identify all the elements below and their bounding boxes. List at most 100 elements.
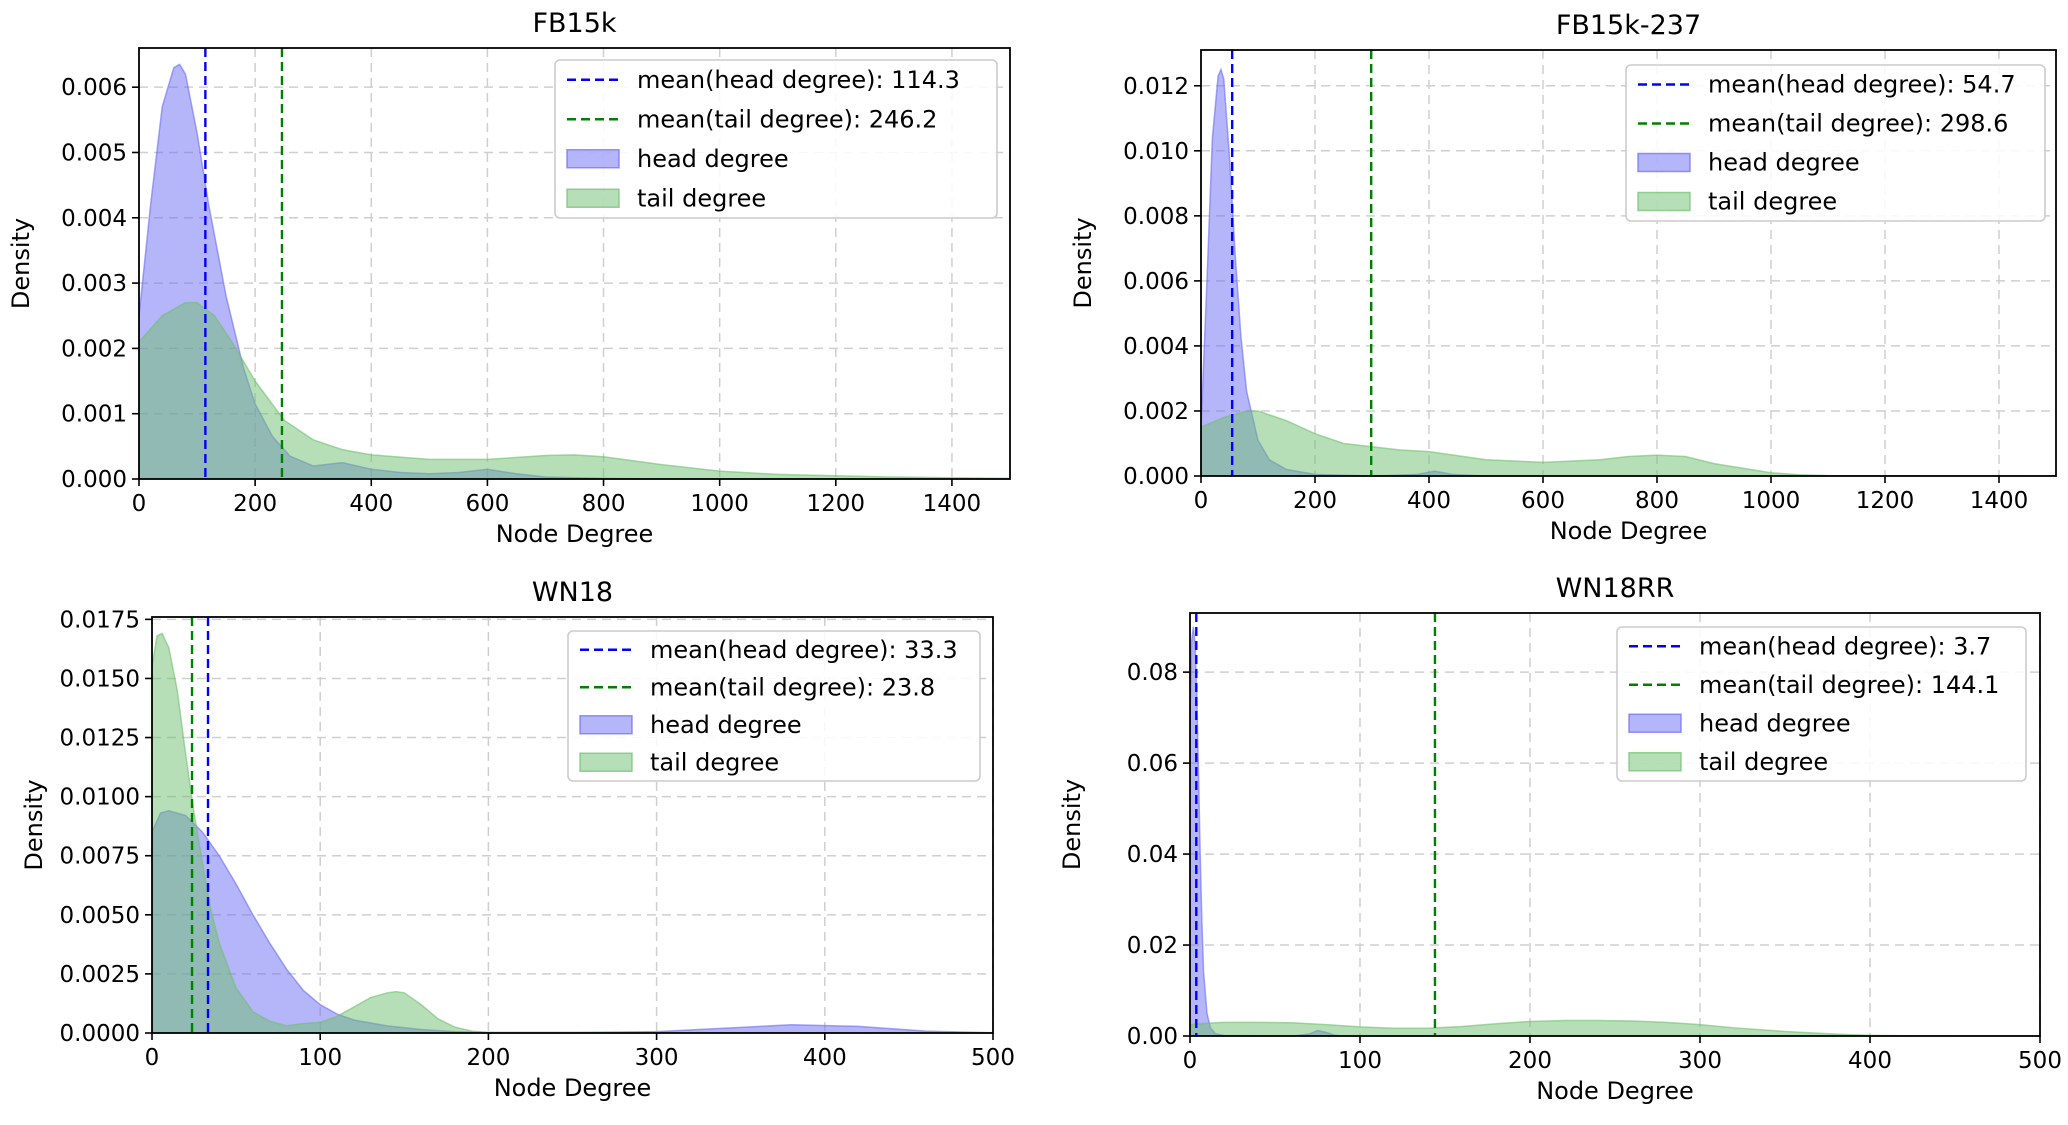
y-tick-label: 0.004 [1123, 334, 1189, 360]
x-tick-label: 0 [1183, 1048, 1198, 1074]
y-tick-label: 0.04 [1127, 842, 1178, 868]
x-tick-label: 1200 [807, 491, 866, 517]
legend-mean-head-label: mean(head degree): 33.3 [650, 636, 958, 664]
y-tick-label: 0.0000 [60, 1021, 140, 1047]
chart-title: FB15k [532, 8, 616, 39]
y-tick-label: 0.0100 [60, 785, 140, 811]
plot-frame [1200, 49, 2057, 477]
y-tick-label: 0.008 [1123, 204, 1189, 230]
legend-frame [567, 630, 981, 782]
legend-mean-tail-label: mean(tail degree): 144.1 [1699, 671, 1999, 699]
legend-mean-tail-label: mean(tail degree): 298.6 [1708, 110, 2008, 138]
y-tick-label: 0.08 [1127, 660, 1178, 686]
legend: mean(head degree): 114.3 mean(tail degree… [554, 59, 998, 219]
x-tick-label: 100 [298, 1045, 342, 1071]
x-tick-label: 600 [1521, 488, 1565, 514]
legend: mean(head degree): 33.3 mean(tail degree)… [567, 630, 981, 782]
y-tick-label: 0.000 [61, 467, 127, 493]
legend-mean-head-label: mean(head degree): 114.3 [637, 66, 960, 94]
subplot-4: 0 100 200 300 400 500 0.00 0.02 0.04 0.06 0.08 WN18… [1058, 573, 2062, 1105]
chart-title: WN18RR [1556, 573, 1675, 604]
legend-head-degree-swatch [579, 715, 633, 735]
y-tick-label: 0.0125 [60, 726, 140, 752]
chart-title: WN18 [532, 577, 613, 608]
x-tick-label: 500 [971, 1045, 1015, 1071]
y-tick-label: 0.0050 [60, 903, 140, 929]
density-area-tail [139, 301, 1010, 479]
x-tick-label: 0 [132, 491, 147, 517]
density-area-tail [1201, 410, 2056, 476]
x-tick-label: 300 [1678, 1048, 1722, 1074]
legend-head-degree-label: head degree [1699, 709, 1851, 737]
x-axis-label: Node Degree [494, 1074, 652, 1102]
x-tick-label: 0 [145, 1045, 160, 1071]
legend-head-degree-swatch [1637, 152, 1691, 173]
y-tick-label: 0.006 [61, 75, 127, 101]
y-axis-label: Density [7, 218, 35, 309]
legend-mean-head-label: mean(head degree): 3.7 [1699, 632, 1991, 660]
x-tick-label: 300 [635, 1045, 679, 1071]
x-axis-label: Node Degree [496, 520, 654, 548]
x-tick-label: 1000 [690, 491, 749, 517]
x-tick-label: 200 [1293, 488, 1337, 514]
x-tick-label: 1400 [1970, 488, 2029, 514]
x-tick-label: 800 [582, 491, 626, 517]
x-tick-label: 600 [465, 491, 509, 517]
y-tick-label: 0.004 [61, 206, 127, 232]
plot-frame [138, 47, 1011, 480]
density-area-head [152, 810, 993, 1033]
legend-tail-degree-swatch [1628, 752, 1682, 772]
legend-tail-degree-label: tail degree [1708, 188, 1837, 216]
legend-frame [1625, 64, 2046, 222]
y-tick-label: 0.012 [1123, 74, 1189, 100]
legend-tail-degree-label: tail degree [650, 748, 779, 776]
y-tick-label: 0.010 [1123, 139, 1189, 165]
legend: mean(head degree): 3.7 mean(tail degree):… [1616, 626, 2027, 782]
plot-frame [1189, 612, 2041, 1037]
x-tick-label: 200 [1508, 1048, 1552, 1074]
density-area-tail [152, 632, 993, 1033]
x-tick-label: 1400 [923, 491, 982, 517]
legend-tail-degree-label: tail degree [637, 184, 766, 212]
y-axis-label: Density [20, 779, 48, 870]
legend-head-degree-label: head degree [650, 711, 802, 739]
y-tick-label: 0.0175 [60, 607, 140, 633]
legend-head-degree-swatch [566, 149, 620, 169]
x-tick-label: 400 [349, 491, 393, 517]
legend-head-degree-label: head degree [1708, 149, 1860, 177]
y-tick-label: 0.006 [1123, 269, 1189, 295]
subplot-2: 0 200 400 600 800 1000 1200 1400 0.000 0.002 0.004… [1069, 10, 2057, 545]
x-tick-label: 1200 [1856, 488, 1915, 514]
y-tick-label: 0.0075 [60, 844, 140, 870]
y-axis-label: Density [1069, 217, 1097, 308]
density-area-tail [1190, 1019, 2040, 1036]
y-tick-label: 0.00 [1127, 1024, 1178, 1050]
x-tick-label: 0 [1194, 488, 1209, 514]
legend: mean(head degree): 54.7 mean(tail degree)… [1625, 64, 2046, 222]
x-tick-label: 100 [1338, 1048, 1382, 1074]
legend-mean-tail-label: mean(tail degree): 246.2 [637, 105, 937, 133]
x-tick-label: 200 [233, 491, 277, 517]
y-tick-label: 0.06 [1127, 751, 1178, 777]
plot-frame [151, 616, 994, 1034]
legend-head-degree-swatch [1628, 713, 1682, 733]
x-tick-label: 400 [803, 1045, 847, 1071]
x-axis-label: Node Degree [1536, 1077, 1694, 1105]
x-axis-label: Node Degree [1550, 517, 1708, 545]
x-tick-label: 400 [1848, 1048, 1892, 1074]
x-tick-label: 800 [1635, 488, 1679, 514]
y-tick-label: 0.005 [61, 140, 127, 166]
subplot-3: 0 100 200 300 400 500 0.0000 0.0025 0.0050 0.0075… [20, 577, 1015, 1102]
legend-frame [1616, 626, 2027, 782]
legend-tail-degree-swatch [1637, 191, 1691, 212]
legend-tail-degree-swatch [566, 188, 620, 208]
subplot-1: 0 200 400 600 800 1000 1200 1400 0.000 0.001 0.002… [7, 8, 1011, 548]
y-tick-label: 0.002 [1123, 399, 1189, 425]
legend-head-degree-label: head degree [637, 145, 789, 173]
legend-mean-head-label: mean(head degree): 54.7 [1708, 71, 2016, 99]
legend-tail-degree-label: tail degree [1699, 748, 1828, 776]
legend-tail-degree-swatch [579, 752, 633, 772]
chart-title: FB15k-237 [1556, 10, 1701, 41]
x-tick-label: 1000 [1742, 488, 1801, 514]
